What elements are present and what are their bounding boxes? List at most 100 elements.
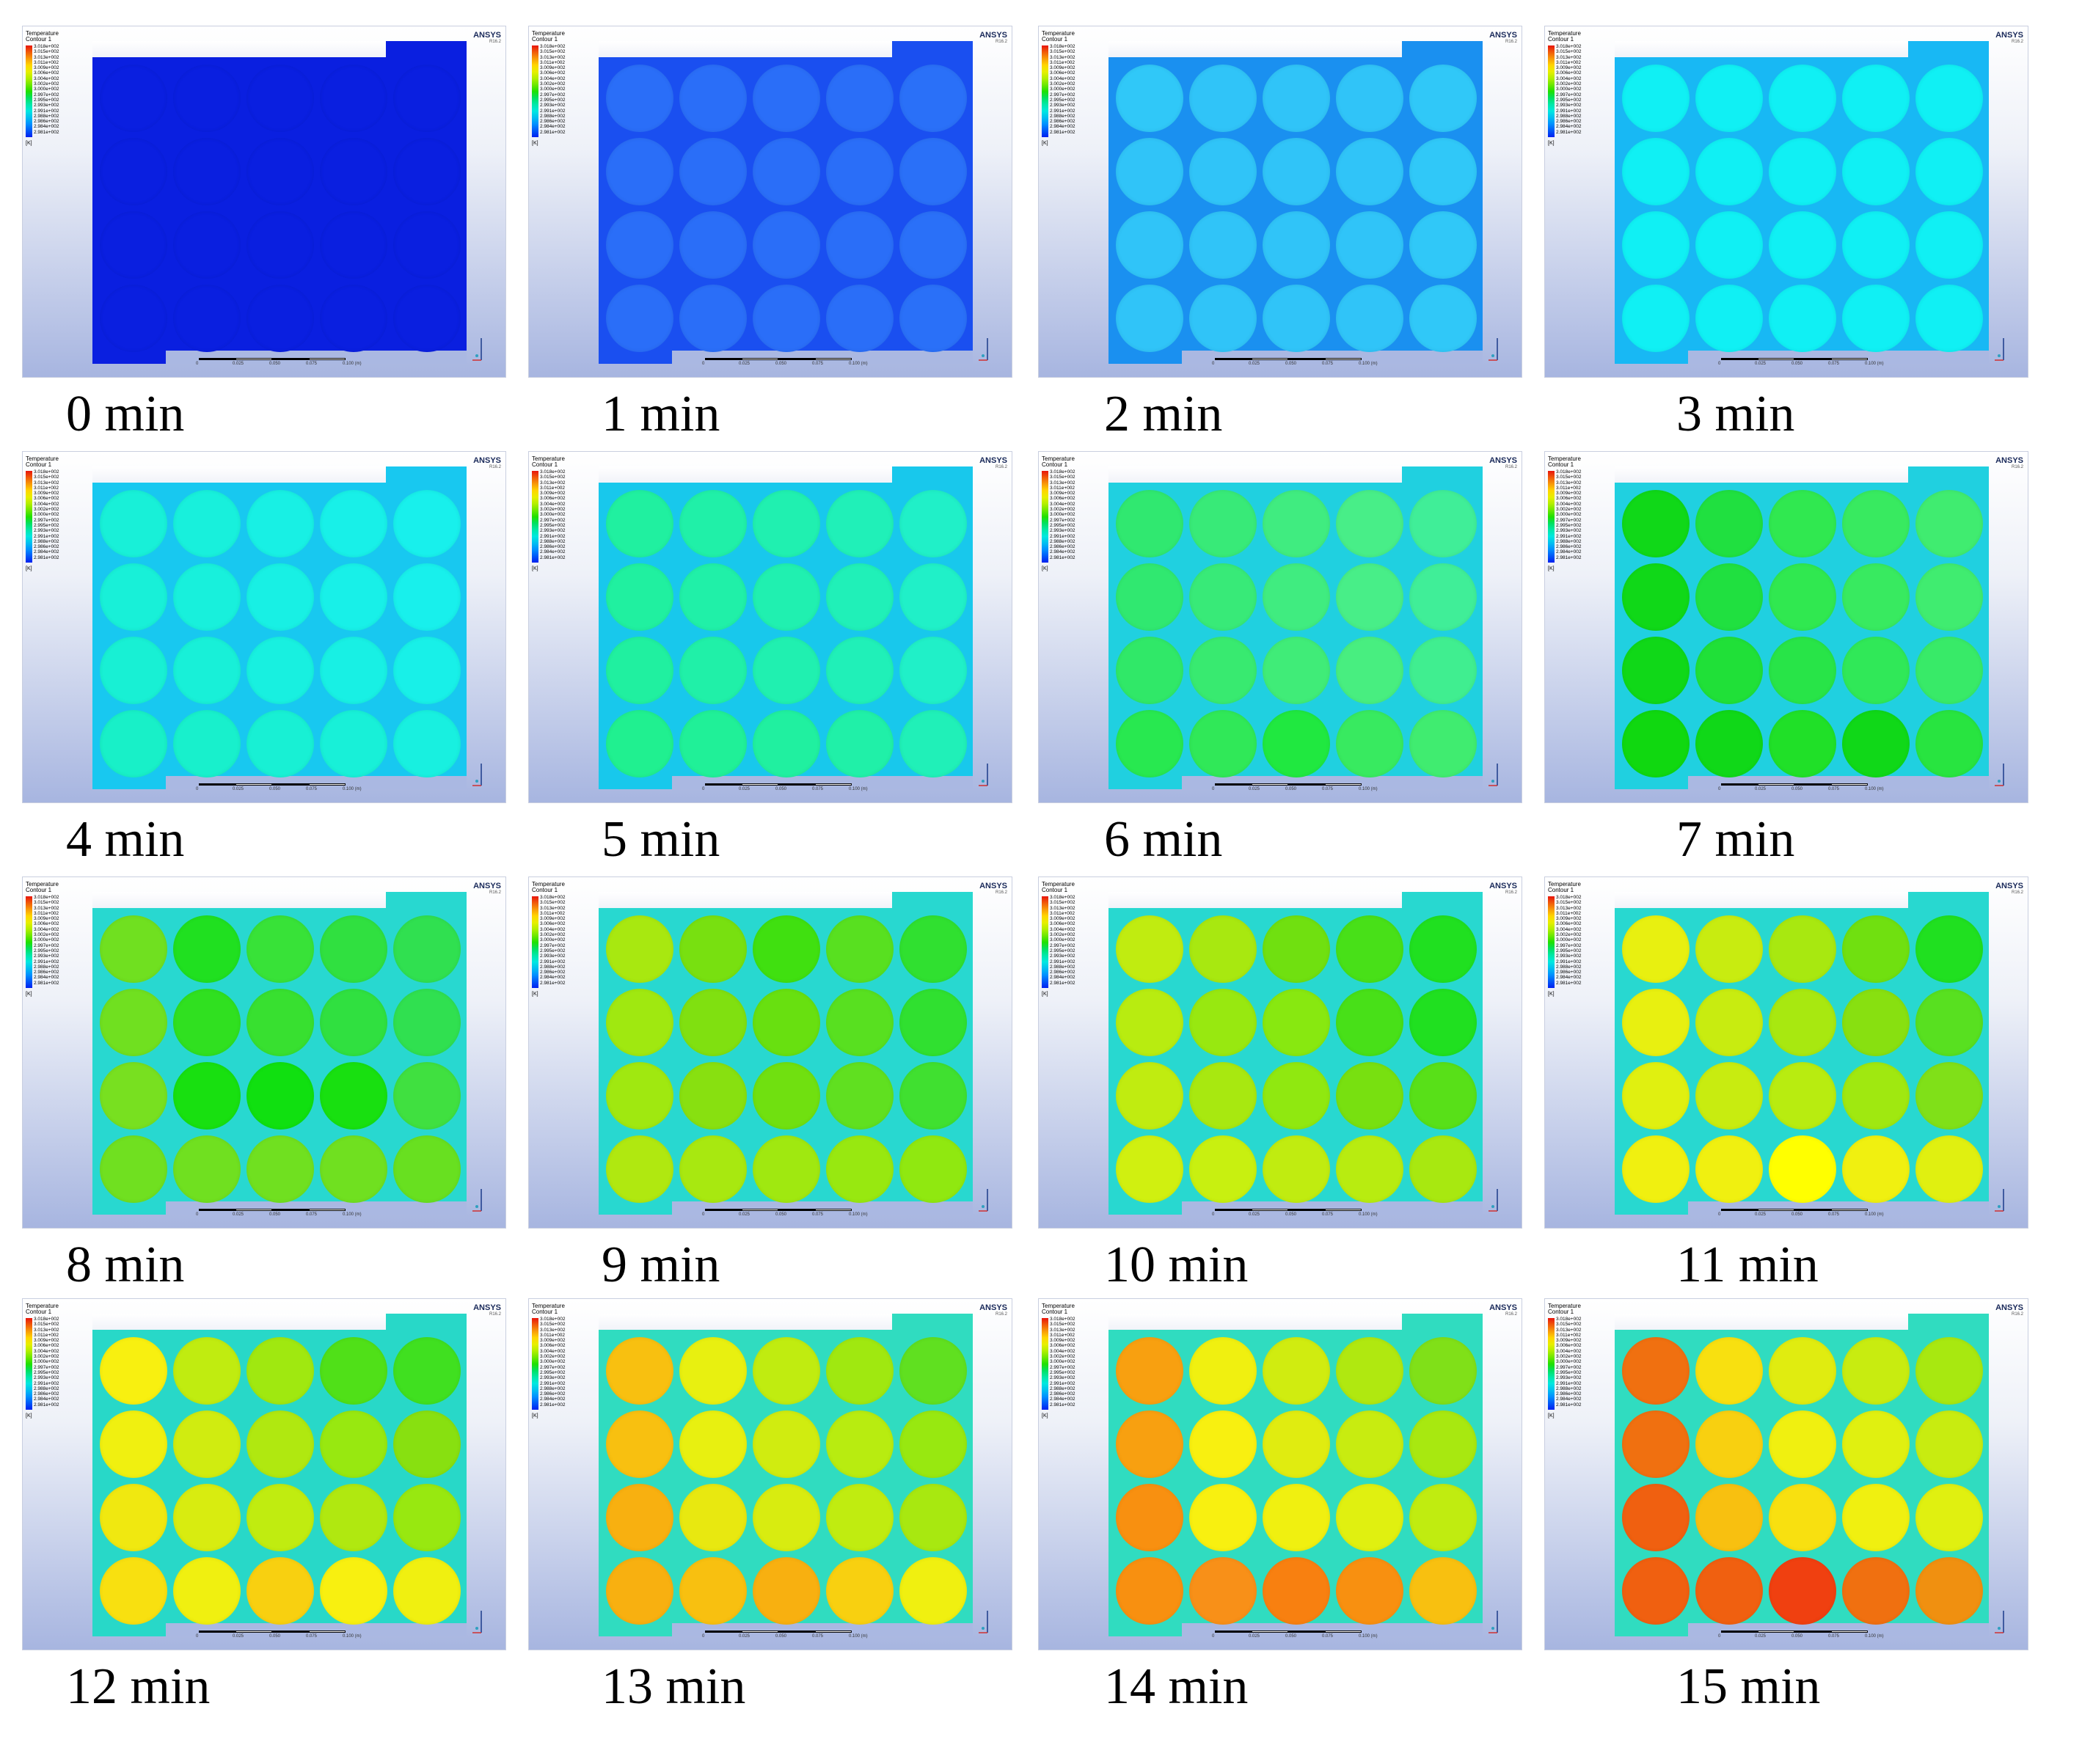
legend-level: 3.002e+002 <box>1050 81 1075 87</box>
frame-caption: 6 min <box>1104 811 1223 868</box>
legend-colorbar <box>1548 45 1555 137</box>
scale-bar-label: 0.025 <box>1249 1212 1260 1217</box>
legend-level: 2.995e+002 <box>540 1369 566 1375</box>
legend-labels: 3.018e+002 3.015e+002 3.013e+002 3.011e+002… <box>1050 469 1075 560</box>
cylinder-cell <box>1116 1410 1183 1478</box>
cylinder-cell <box>1769 1337 1836 1405</box>
legend-level: 2.995e+002 <box>1050 97 1075 103</box>
legend-level: 2.981e+002 <box>34 1402 59 1408</box>
domain-top-strip <box>92 1314 386 1330</box>
legend-title: Temperature <box>1042 1303 1075 1309</box>
axis-triad <box>470 760 492 789</box>
scale-bar-segment <box>1288 1631 1325 1633</box>
contour-screenshot: Temperature Contour 1 3.018e+002 3.015e+002… <box>1038 451 1522 803</box>
legend-level: 2.988e+002 <box>540 964 566 970</box>
legend-level: 2.984e+002 <box>1556 549 1582 555</box>
legend-level: 2.988e+002 <box>34 1386 59 1391</box>
legend-level: 2.995e+002 <box>540 522 566 528</box>
scale-bar-label: 0.025 <box>739 362 750 366</box>
cylinder-cell <box>679 138 747 205</box>
cylinder-cell <box>246 710 314 777</box>
cylinder-cell <box>1769 285 1836 352</box>
legend-level: 3.000e+002 <box>34 512 59 518</box>
domain-bottom-strip <box>1688 776 1989 789</box>
cylinder-cell <box>1695 285 1763 352</box>
domain-bottom-strip <box>1688 1623 1989 1636</box>
scale-bar: 0 0.025 0.050 0.075 0.100 (m) <box>1718 783 1912 794</box>
cylinder-cell <box>246 915 314 983</box>
cylinder-cell <box>826 285 894 352</box>
scale-bar-label: 0.075 <box>1828 787 1840 791</box>
scale-bar-segment <box>778 358 815 360</box>
legend-level: 2.997e+002 <box>34 92 59 98</box>
legend-level: 2.995e+002 <box>34 522 59 528</box>
cylinder-cell <box>246 1484 314 1551</box>
frame-panel: Temperature Contour 1 3.018e+002 3.015e+002… <box>22 451 506 917</box>
contour-domain <box>1615 466 1989 789</box>
cylinder-cell <box>1695 1135 1763 1203</box>
legend-level: 3.015e+002 <box>1556 475 1582 480</box>
legend-level: 3.004e+002 <box>540 1348 566 1354</box>
axis-triad <box>470 1185 492 1215</box>
scale-bar-label: 0.025 <box>1249 787 1260 791</box>
cylinder-cell <box>1622 285 1690 352</box>
legend-level: 2.981e+002 <box>540 1402 566 1408</box>
scale-bar-segment <box>1794 1209 1831 1211</box>
legend-level: 3.002e+002 <box>34 507 59 513</box>
legend-level: 3.004e+002 <box>1556 501 1582 507</box>
legend-level: 3.002e+002 <box>1556 81 1582 87</box>
cylinder-cell <box>1336 1337 1403 1405</box>
cylinder-cell <box>100 490 167 557</box>
ansys-logo: ANSYS R16.2 <box>979 1303 1007 1317</box>
ansys-logo: ANSYS R16.2 <box>1489 882 1517 895</box>
cylinder-cell <box>899 1410 967 1478</box>
cylinder-cell <box>1622 65 1690 132</box>
cylinder-cell <box>393 637 461 704</box>
scale-bar-label: 0 <box>702 1634 705 1639</box>
cylinder-cell <box>1915 563 1983 631</box>
cylinder-cell <box>1842 915 1910 983</box>
cylinder-cell <box>393 915 461 983</box>
cylinder-cell <box>246 138 314 205</box>
legend-level: 2.981e+002 <box>540 980 566 986</box>
legend-level: 3.018e+002 <box>540 44 566 49</box>
legend-title: Temperature <box>1042 30 1075 37</box>
frame-panel: Temperature Contour 1 3.018e+002 3.015e+002… <box>22 26 506 491</box>
scale-bar-segment <box>1721 783 1758 786</box>
legend-title: Temperature <box>1042 881 1075 888</box>
cylinder-cell <box>1336 1062 1403 1130</box>
legend-level: 3.013e+002 <box>34 480 59 486</box>
cylinder-cell <box>173 138 241 205</box>
cylinder-cell <box>753 915 820 983</box>
cylinder-cell <box>1116 710 1183 777</box>
cylinder-cell <box>393 1484 461 1551</box>
legend-subtitle: Contour 1 <box>26 887 52 893</box>
scale-bar-segment <box>778 1209 815 1211</box>
cylinder-cell <box>1622 563 1690 631</box>
legend-labels: 3.018e+002 3.015e+002 3.013e+002 3.011e+002… <box>1556 1317 1582 1408</box>
scale-bar-label: 0.100 (m) <box>849 1212 868 1217</box>
legend-level: 2.993e+002 <box>34 528 59 534</box>
domain-top-strip <box>1108 466 1402 483</box>
cylinder-cell <box>320 1062 387 1130</box>
legend-level: 2.995e+002 <box>1050 522 1075 528</box>
cylinder-cell <box>1695 211 1763 279</box>
scale-bar-label: 0.075 <box>306 1634 318 1639</box>
legend-level: 3.004e+002 <box>1050 76 1075 81</box>
legend-level: 2.991e+002 <box>34 1380 59 1386</box>
cylinder-cell <box>679 563 747 631</box>
contour-domain <box>599 892 973 1215</box>
cylinder-cell <box>1915 138 1983 205</box>
scale-bar-segment <box>1288 358 1325 360</box>
cylinder-cell <box>606 1557 673 1625</box>
cylinder-cell <box>679 65 747 132</box>
cylinder-cell <box>1695 1410 1763 1478</box>
cylinder-cell <box>393 490 461 557</box>
legend-level: 2.988e+002 <box>540 538 566 544</box>
cylinder-cell <box>1189 211 1257 279</box>
legend-level: 2.981e+002 <box>34 555 59 560</box>
legend-unit: [K] <box>532 1413 538 1419</box>
legend-level: 3.009e+002 <box>1556 1338 1582 1344</box>
scale-bar-segment <box>1325 1209 1362 1211</box>
legend-level: 2.984e+002 <box>34 1397 59 1402</box>
